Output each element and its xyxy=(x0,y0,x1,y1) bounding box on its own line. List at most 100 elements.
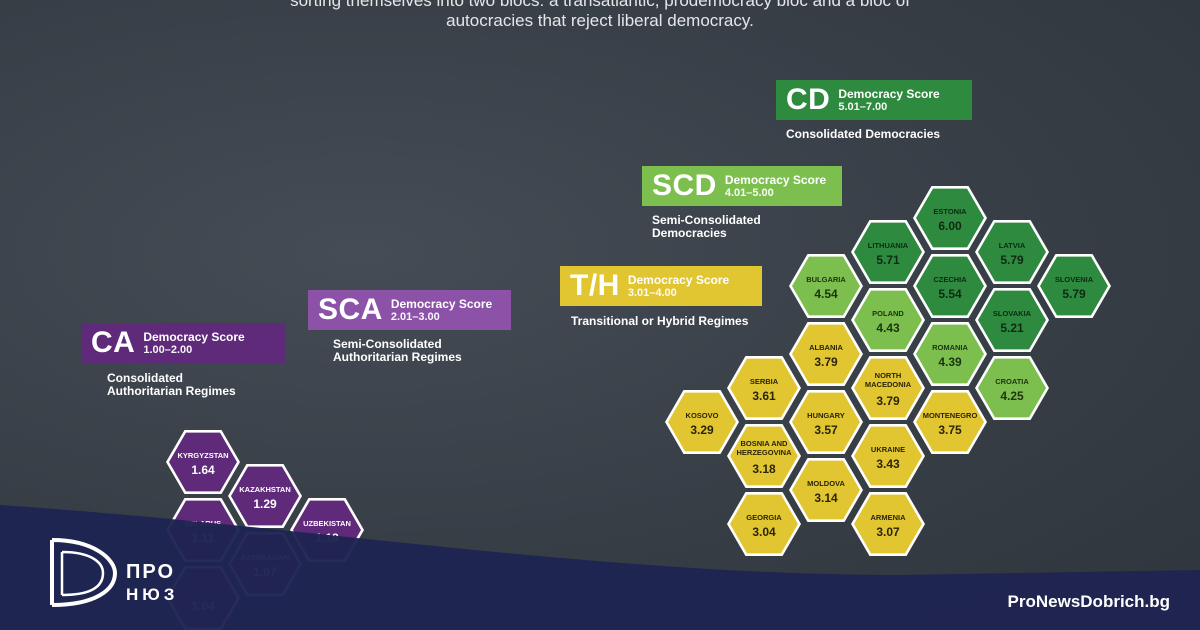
legend-label-cd: Consolidated Democracies xyxy=(786,127,941,141)
country-score: 1.18 xyxy=(315,531,339,545)
country-hex: HUNGARY 3.57 xyxy=(789,390,863,454)
country-hex: ROMANIA 4.39 xyxy=(913,322,987,386)
legend-range: 2.01–3.00 xyxy=(390,310,440,323)
country-score: 3.07 xyxy=(876,525,900,539)
country-name: LITHUANIA xyxy=(868,241,909,250)
country-score: 3.79 xyxy=(876,394,900,408)
country-score: 3.18 xyxy=(752,462,776,476)
legend-title: Democracy Score xyxy=(143,329,245,344)
country-name: BOSNIA AND xyxy=(741,439,789,448)
country-hex: LATVIA 5.79 xyxy=(975,220,1049,284)
country-score: 5.71 xyxy=(876,253,900,267)
country-hex: CZECHIA 5.54 xyxy=(913,254,987,318)
country-score: 5.54 xyxy=(938,287,962,301)
hex-fill xyxy=(916,324,984,384)
hex-fill xyxy=(978,222,1046,282)
country-hex: ARMENIA 3.07 xyxy=(851,492,925,556)
country-name: LATVIA xyxy=(999,241,1026,250)
country-name: KAZAKHSTAN xyxy=(239,485,291,494)
hex-fill xyxy=(169,432,237,492)
legend-abbr: CA xyxy=(91,326,136,359)
legend-label-sca: Semi-Consolidated Authoritarian Regimes xyxy=(333,337,462,364)
country-name: BULGARIA xyxy=(806,275,846,284)
legend-abbr: T/H xyxy=(570,269,620,302)
country-hex: BELARUS 1.11 xyxy=(166,498,240,562)
country-name: ROMANIA xyxy=(932,343,968,352)
legend-label-ca: Consolidated Authoritarian Regimes xyxy=(107,371,236,398)
brand-wordmark-top: ПРО xyxy=(126,561,176,583)
country-name: UZBEKISTAN xyxy=(303,519,351,528)
country-hex: LITHUANIA 5.71 xyxy=(851,220,925,284)
country-hex: CROATIA 4.25 xyxy=(975,356,1049,420)
country-hex: MOLDOVA 3.14 xyxy=(789,458,863,522)
country-name: ALBANIA xyxy=(809,343,843,352)
hex-fill xyxy=(792,324,860,384)
country-hex: KAZAKHSTAN 1.29 xyxy=(228,464,302,528)
legend-title: Democracy Score xyxy=(390,296,493,311)
country-name: UKRAINE xyxy=(871,445,905,454)
country-hex: BULGARIA 4.54 xyxy=(789,254,863,318)
hex-fill xyxy=(854,222,922,282)
hex-fill xyxy=(916,392,984,452)
legend-title: Democracy Score xyxy=(724,172,827,187)
hex-fill xyxy=(854,426,922,486)
country-hex: KOSOVO 3.29 xyxy=(665,390,739,454)
country-name: MOLDOVA xyxy=(807,479,845,488)
country-score: 1.11 xyxy=(192,531,215,545)
country-name: AZERBAIJAN xyxy=(241,553,289,562)
hex-fill xyxy=(978,290,1046,350)
legend-badge-th: T/H Democracy Score 3.01–4.00 xyxy=(560,266,762,306)
hex-fill xyxy=(730,426,798,486)
country-name: ESTONIA xyxy=(933,207,967,216)
country-name: MACEDONIA xyxy=(865,380,912,389)
hex-fill xyxy=(792,392,860,452)
hex-fill xyxy=(792,460,860,520)
country-name: GEORGIA xyxy=(746,513,782,522)
country-score: 3.57 xyxy=(814,423,838,437)
legend-badge-ca: CA Democracy Score 1.00–2.00 xyxy=(81,323,285,363)
legend-abbr: SCA xyxy=(318,293,383,326)
country-hex: SLOVENIA 5.79 xyxy=(1037,254,1111,318)
country-name: SLOVENIA xyxy=(1055,275,1094,284)
country-name: ARMENIA xyxy=(871,513,907,522)
intro-text-line-2: autocracies that reject liberal democrac… xyxy=(446,11,754,30)
legend-label-th: Transitional or Hybrid Regimes xyxy=(571,314,749,328)
country-name: SLOVAKIA xyxy=(993,309,1032,318)
site-url[interactable]: ProNewsDobrich.bg xyxy=(1007,592,1170,611)
country-hex: MONTENEGRO 3.75 xyxy=(913,390,987,454)
hex-fill xyxy=(916,188,984,248)
country-score: 3.04 xyxy=(752,525,776,539)
country-hex: GEORGIA 3.04 xyxy=(727,492,801,556)
hex-fill xyxy=(978,358,1046,418)
country-score: 1.29 xyxy=(253,497,277,511)
hex-fill xyxy=(854,358,922,418)
legend-range: 5.01–7.00 xyxy=(838,100,888,113)
country-score: 3.79 xyxy=(814,355,838,369)
country-name: POLAND xyxy=(872,309,904,318)
country-score: 5.79 xyxy=(1000,253,1024,267)
country-score: 4.54 xyxy=(814,287,838,301)
country-hex: SERBIA 3.61 xyxy=(727,356,801,420)
country-name: CZECHIA xyxy=(933,275,967,284)
country-score: 5.21 xyxy=(1000,321,1024,335)
legend-label-scd: Semi-Consolidated Democracies xyxy=(652,213,761,240)
legend-abbr: CD xyxy=(786,83,831,116)
legend-range: 3.01–4.00 xyxy=(627,286,677,299)
country-name: NORTH xyxy=(875,371,902,380)
country-score: 3.14 xyxy=(814,491,838,505)
country-hex: SLOVAKIA 5.21 xyxy=(975,288,1049,352)
legend-badge-scd: SCD Democracy Score 4.01–5.00 xyxy=(642,166,842,206)
legend-abbr: SCD xyxy=(652,169,717,202)
country-score: 1.64 xyxy=(191,463,215,477)
country-hex: UKRAINE 3.43 xyxy=(851,424,925,488)
country-score: 3.43 xyxy=(876,457,900,471)
hex-fill xyxy=(792,256,860,316)
country-hex: ALBANIA 3.79 xyxy=(789,322,863,386)
hex-fill xyxy=(668,392,736,452)
intro-text-line-1: sorting themselves into two blocs: a tra… xyxy=(290,0,910,10)
country-hex: ESTONIA 6.00 xyxy=(913,186,987,250)
country-score: 4.25 xyxy=(1000,389,1024,403)
country-score: 1.04 xyxy=(191,599,215,613)
